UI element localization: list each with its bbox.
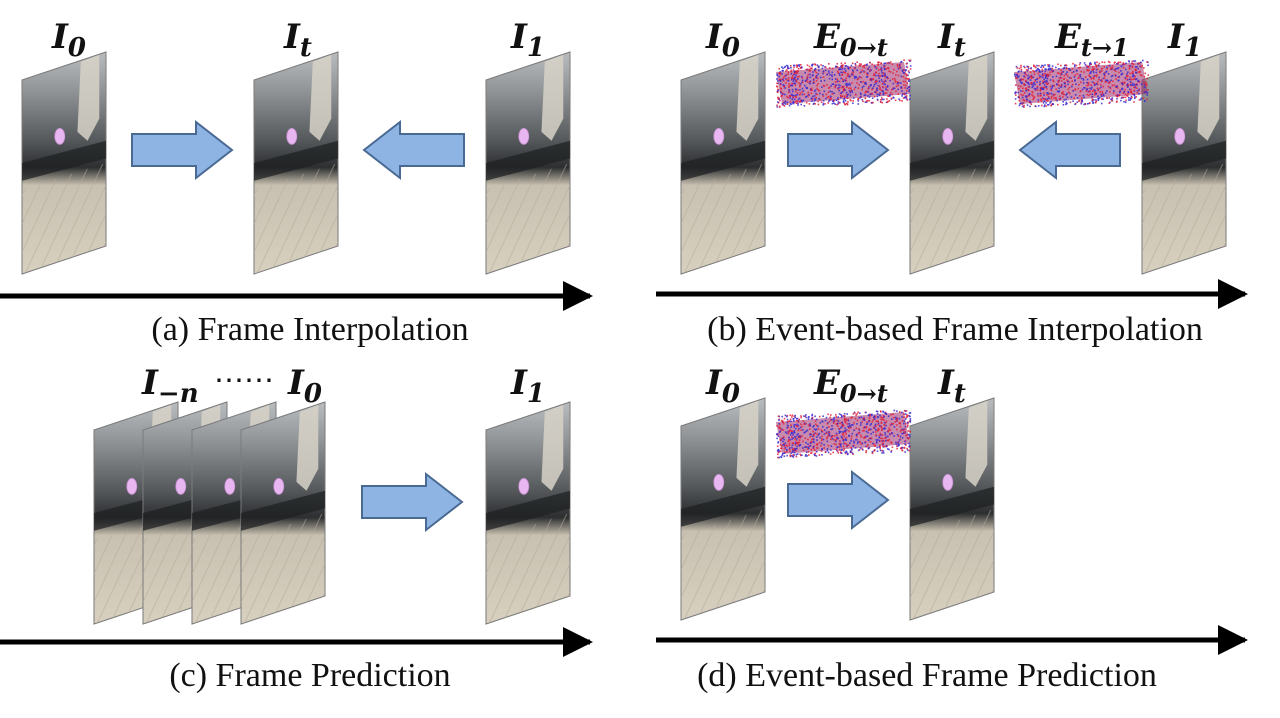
caption-d: (d) Event-based Frame Prediction: [697, 657, 1157, 694]
label-d-i0: I0: [705, 363, 740, 409]
caption-b: (b) Event-based Frame Interpolation: [707, 311, 1203, 348]
frame-b-i0: [680, 51, 766, 275]
event-cloud-b-t1: [1014, 59, 1150, 108]
label-a-i1: I1: [510, 17, 545, 63]
frame-d-i0: [680, 397, 766, 621]
panel-a: I0 It I1 (a) Frame Interpolation: [0, 17, 593, 348]
arrow-right-d: [787, 469, 890, 531]
panel-c: I−n ⋯⋯ I0 I1 (c) Frame Prediction: [0, 363, 593, 694]
panel-b: I0 E0→t It Et→1 I1 (b) Event-based Frame…: [656, 17, 1248, 348]
arrow-right-c: [361, 471, 464, 533]
label-d-it: It: [937, 363, 966, 409]
arrow-left-a: [362, 119, 465, 181]
label-c-i1: I1: [510, 363, 545, 409]
label-b-i0: I0: [705, 17, 740, 63]
label-a-it: It: [283, 17, 312, 63]
arrow-right-a: [131, 119, 234, 181]
label-b-et1: Et→1: [1054, 17, 1129, 62]
frame-c-i1: [485, 401, 571, 625]
label-a-i0: I0: [51, 17, 86, 63]
label-b-i1: I1: [1167, 17, 1202, 63]
frame-a-i1: [485, 51, 571, 275]
label-b-it: It: [937, 17, 966, 63]
panel-d: I0 E0→t It (d) Event-based Frame Predict…: [656, 363, 1248, 694]
caption-c: (c) Frame Prediction: [169, 657, 450, 694]
arrow-right-b: [787, 119, 890, 181]
event-cloud-d-0t: [776, 409, 912, 459]
label-b-e0t: E0→t: [813, 17, 888, 62]
frame-c-stack-4: [240, 401, 326, 625]
frame-a-i0: [21, 51, 107, 275]
frame-d-it: [909, 397, 995, 621]
label-d-e0t: E0→t: [813, 363, 888, 408]
arrow-left-b: [1018, 119, 1121, 181]
frame-a-it: [253, 51, 339, 275]
caption-a: (a) Frame Interpolation: [151, 311, 468, 348]
label-c-ellipsis: ⋯⋯: [214, 363, 274, 398]
frame-b-i1: [1141, 51, 1227, 275]
frame-b-it: [909, 51, 995, 275]
event-cloud-b-0t: [776, 59, 912, 108]
label-c-i0: I0: [287, 363, 322, 409]
label-c-in: I−n: [141, 363, 199, 409]
